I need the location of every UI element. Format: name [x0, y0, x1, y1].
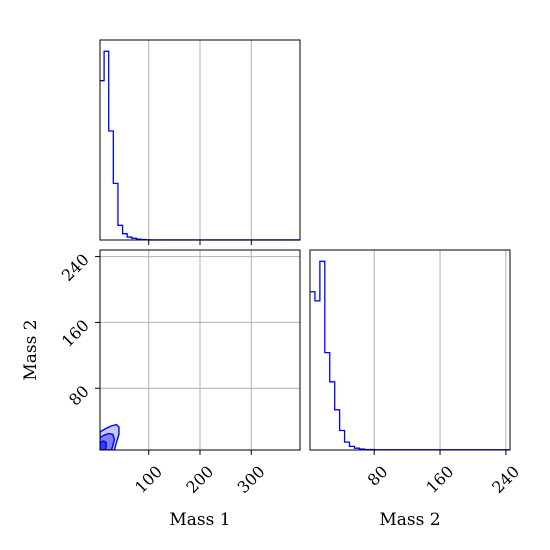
panel-bottom-left-ytick-label-0: 80: [65, 382, 93, 410]
panel-bottom-left-ytick-label-1: 160: [58, 316, 93, 351]
panel-bottom-left-x-axis-label: Mass 1: [169, 510, 230, 530]
panel-bottom-right-xtick-label-0: 80: [364, 462, 392, 490]
panel-bottom-left-xtick-label-1: 200: [182, 462, 217, 497]
panel-bottom-left-xtick-label-0: 100: [131, 462, 166, 497]
panel-top-left: [99, 39, 301, 245]
panel-bottom-right: 80 160 240 Mass 2: [309, 249, 523, 530]
panel-bottom-right-x-axis-label: Mass 2: [379, 510, 440, 530]
panel-bottom-left-contour-inner: [100, 440, 107, 450]
panel-bottom-right-frame: [309, 249, 511, 451]
panel-bottom-left-ytick-label-2: 240: [58, 250, 93, 285]
panel-top-left-frame: [99, 39, 301, 241]
panel-bottom-left-contours: [100, 423, 120, 450]
panel-bottom-left: 100 200 300 80 160 240 Mass 1 Mass 2: [21, 249, 301, 530]
panel-bottom-left-frame: [99, 249, 301, 451]
panel-bottom-left-xtick-label-2: 300: [234, 462, 269, 497]
panel-bottom-right-histogram-line: [310, 260, 510, 451]
panel-bottom-right-xtick-label-2: 240: [488, 462, 523, 497]
panel-bottom-left-y-axis-label: Mass 2: [21, 319, 41, 380]
panel-bottom-right-xtick-label-1: 160: [422, 462, 457, 497]
